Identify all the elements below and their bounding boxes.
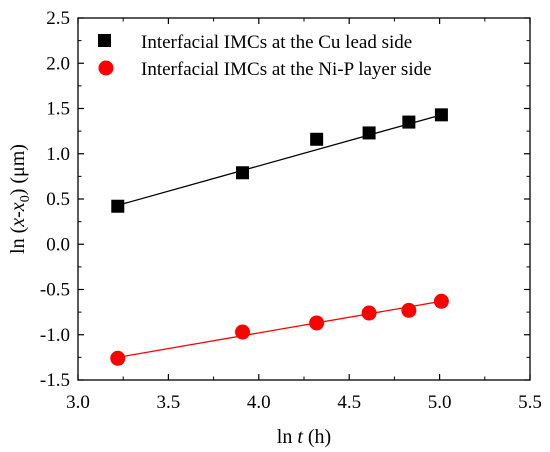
x-tick-label: 5.0 bbox=[428, 392, 452, 413]
x-tick-label: 5.5 bbox=[518, 392, 542, 413]
y-tick-label: 2.0 bbox=[46, 53, 70, 74]
legend-label-nip: Interfacial IMCs at the Ni-P layer side bbox=[141, 59, 432, 80]
x-axis-title: ln t (h) bbox=[277, 426, 331, 448]
y-tick-label: 2.5 bbox=[46, 8, 70, 29]
y-tick-label: -1.0 bbox=[40, 325, 70, 346]
legend-marker-circle bbox=[98, 60, 114, 76]
y-tick-label: 1.5 bbox=[46, 99, 70, 120]
data-point-square bbox=[111, 199, 125, 213]
y-tick-label: -0.5 bbox=[40, 280, 70, 301]
data-point-square bbox=[236, 166, 250, 180]
y-tick-label: 0.0 bbox=[46, 234, 70, 255]
data-point-square bbox=[362, 126, 376, 140]
data-point-circle bbox=[361, 305, 377, 321]
y-tick-label: 0.5 bbox=[46, 189, 70, 210]
data-point-circle bbox=[235, 324, 251, 340]
x-tick-label: 4.5 bbox=[337, 392, 361, 413]
data-point-square bbox=[434, 108, 448, 122]
legend-marker-square bbox=[98, 34, 111, 47]
data-point-circle bbox=[110, 350, 126, 366]
fit-line-series-0 bbox=[117, 114, 442, 206]
data-point-square bbox=[310, 132, 324, 146]
tick-labels: 3.0 3.5 4.0 4.5 5.0 5.5 -1.5 -1.0 -0.5 0.0 0.5 1.0 1… bbox=[40, 8, 542, 413]
y-axis-title: ln (x-x0) (μm) bbox=[7, 144, 33, 254]
axis-ticks bbox=[77, 17, 531, 381]
y-tick-label: 1.0 bbox=[46, 144, 70, 165]
fit-line-series-1 bbox=[117, 300, 442, 359]
data-point-circle bbox=[309, 315, 325, 331]
y-tick-label: -1.5 bbox=[40, 370, 70, 391]
legend-label-cu: Interfacial IMCs at the Cu lead side bbox=[141, 32, 412, 53]
data-point-circle bbox=[401, 302, 417, 318]
data-point-circle bbox=[433, 293, 449, 309]
x-tick-label: 4.0 bbox=[247, 392, 271, 413]
legend: Interfacial IMCs at the Cu lead side Int… bbox=[98, 32, 432, 80]
data-point-square bbox=[402, 115, 416, 129]
fit-lines bbox=[117, 114, 442, 359]
x-tick-label: 3.0 bbox=[66, 392, 90, 413]
x-tick-label: 3.5 bbox=[157, 392, 181, 413]
data-points bbox=[110, 108, 449, 366]
